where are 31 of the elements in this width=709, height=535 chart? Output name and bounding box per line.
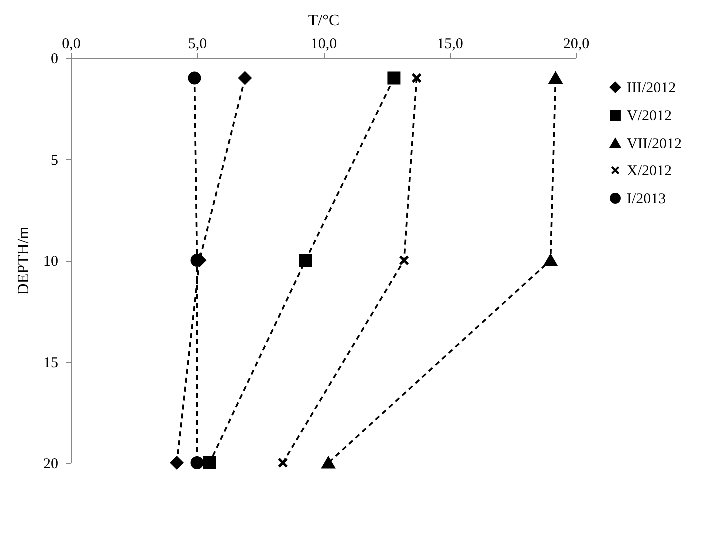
y-axis-title: DEPTH/m: [16, 226, 32, 296]
y-tick-label: 10: [44, 254, 58, 270]
point: [299, 254, 312, 267]
legend-label: VII/2012: [627, 136, 682, 152]
point: [322, 457, 336, 469]
x-tick-label: 20,0: [563, 36, 590, 52]
legend-label: V/2012: [627, 108, 672, 124]
y-tick-label: 20: [44, 456, 58, 472]
point: [544, 254, 558, 266]
point: [388, 72, 401, 85]
x-tick-label: 15,0: [437, 36, 464, 52]
point: [203, 456, 216, 470]
y-tick-label: 5: [51, 152, 58, 169]
point: [188, 72, 202, 85]
point: [190, 456, 204, 470]
point: [238, 72, 252, 85]
y-tick-label: 0: [51, 52, 58, 68]
legend-label: III/2012: [627, 80, 676, 96]
legend-label: I/2013: [627, 192, 666, 208]
point: [399, 255, 410, 266]
point: [170, 456, 184, 470]
x-tick-label: 10,0: [310, 36, 338, 52]
y-tick-label: 15: [44, 355, 58, 372]
x-tick-label: 0,0: [62, 36, 81, 52]
x-tick-label: 5,0: [188, 36, 208, 52]
point: [278, 458, 288, 468]
point: [549, 72, 562, 84]
x-axis-title: T/°C: [308, 12, 340, 30]
point: [412, 73, 422, 84]
legend-label: X/2012: [627, 164, 672, 180]
point: [190, 254, 204, 267]
